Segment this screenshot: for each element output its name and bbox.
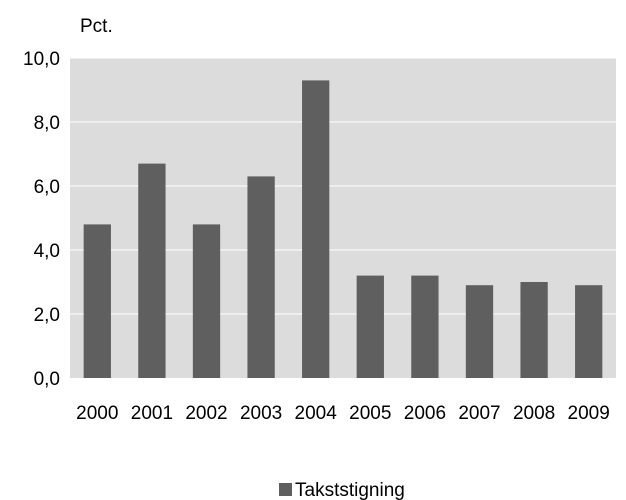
bar [247, 176, 275, 378]
legend-swatch [279, 483, 292, 496]
x-axis-ticks: 2000 2001 2002 2003 2004 2005 2006 2007 2008 2009 [76, 403, 610, 424]
bar [83, 224, 111, 378]
x-tick-label: 2000 [76, 403, 118, 424]
y-tick-label: 2,0 [34, 305, 60, 326]
y-tick-label: 0,0 [34, 369, 60, 390]
bar [411, 275, 439, 378]
bar [465, 285, 494, 378]
bar [302, 80, 330, 379]
x-tick-label: 2004 [295, 403, 338, 424]
bar [138, 163, 166, 378]
bar [192, 224, 221, 378]
y-axis-ticks: 0,0 2,0 4,0 6,0 8,0 10,0 [23, 49, 60, 390]
x-tick-label: 2006 [404, 403, 446, 424]
x-tick-label: 2009 [568, 403, 610, 424]
y-axis-unit-label: Pct. [80, 16, 113, 37]
x-tick-label: 2003 [240, 403, 282, 424]
bar [575, 285, 603, 378]
y-tick-label: 4,0 [34, 241, 60, 262]
legend-label: Takststigning [295, 480, 405, 500]
x-tick-label: 2005 [349, 403, 391, 424]
bar [356, 275, 384, 378]
x-tick-label: 2007 [458, 403, 500, 424]
legend: Takststigning [279, 480, 405, 500]
bar [520, 282, 548, 378]
y-tick-label: 6,0 [34, 177, 60, 198]
y-tick-label: 8,0 [34, 113, 60, 134]
x-tick-label: 2001 [131, 403, 173, 424]
x-tick-label: 2008 [513, 403, 555, 424]
y-tick-label: 10,0 [23, 49, 60, 70]
x-tick-label: 2002 [185, 403, 227, 424]
bars [83, 80, 603, 379]
